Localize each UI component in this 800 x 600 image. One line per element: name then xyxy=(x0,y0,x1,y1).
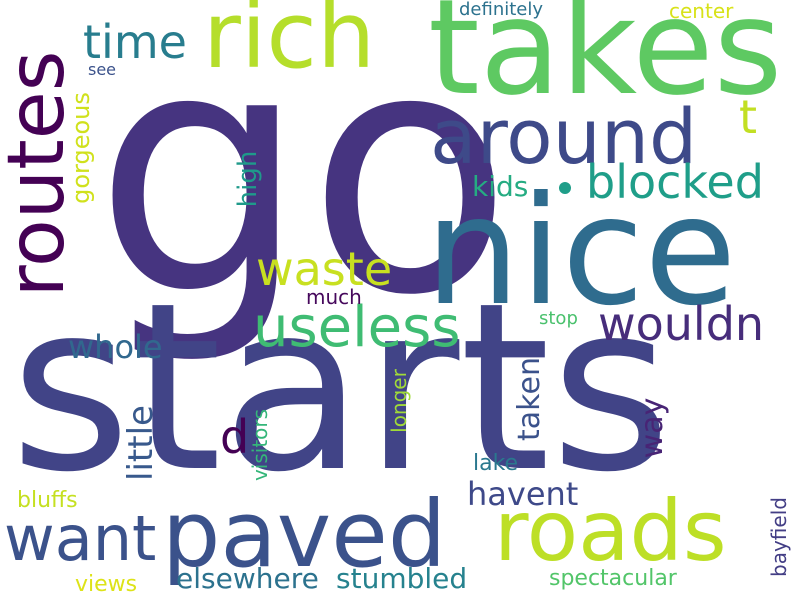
word-spectacular: spectacular xyxy=(549,566,677,591)
word-havent: havent xyxy=(467,475,579,513)
word-views: views xyxy=(75,572,138,597)
word-taken: taken xyxy=(512,357,547,441)
word-definitely: definitely xyxy=(459,0,544,20)
word-way: way xyxy=(635,397,670,459)
word-center: center xyxy=(669,0,734,23)
word-visitors: visitors xyxy=(248,408,272,482)
word-nice: nice xyxy=(425,165,737,339)
word-time: time xyxy=(83,15,187,69)
word-starts: starts xyxy=(10,253,672,523)
word-waste: waste xyxy=(256,242,393,296)
word-stumbled: stumbled xyxy=(336,562,468,595)
word-rich: rich xyxy=(203,0,376,89)
word-routes: routes xyxy=(0,50,82,298)
word-d: d xyxy=(220,410,250,464)
word-blocked: blocked xyxy=(586,155,764,209)
word-lake: lake xyxy=(473,451,519,476)
word-stop: stop xyxy=(539,308,578,329)
word-wouldn: wouldn xyxy=(598,297,765,351)
word-bluffs: bluffs xyxy=(17,488,78,513)
word-useless: useless xyxy=(253,295,461,360)
word-high: high xyxy=(233,150,263,208)
word-much: much xyxy=(306,285,362,309)
word-gorgeous: gorgeous xyxy=(67,92,95,204)
word-t: t xyxy=(739,90,758,144)
word-longer: longer xyxy=(387,369,411,433)
word-elsewhere: elsewhere xyxy=(176,562,319,595)
word-around: around xyxy=(430,92,698,181)
word-see: see xyxy=(88,60,117,79)
word-roads: roads xyxy=(494,482,727,580)
word-little: little xyxy=(121,405,161,481)
word-want: want xyxy=(4,502,157,575)
word-paved: paved xyxy=(162,481,447,588)
dot-mark xyxy=(559,182,571,194)
word-bayfield: bayfield xyxy=(767,497,791,577)
word-whole: whole xyxy=(68,328,163,366)
word-kids: kids xyxy=(472,170,529,203)
word-go: go xyxy=(94,0,513,369)
word-takes: takes xyxy=(428,0,783,125)
